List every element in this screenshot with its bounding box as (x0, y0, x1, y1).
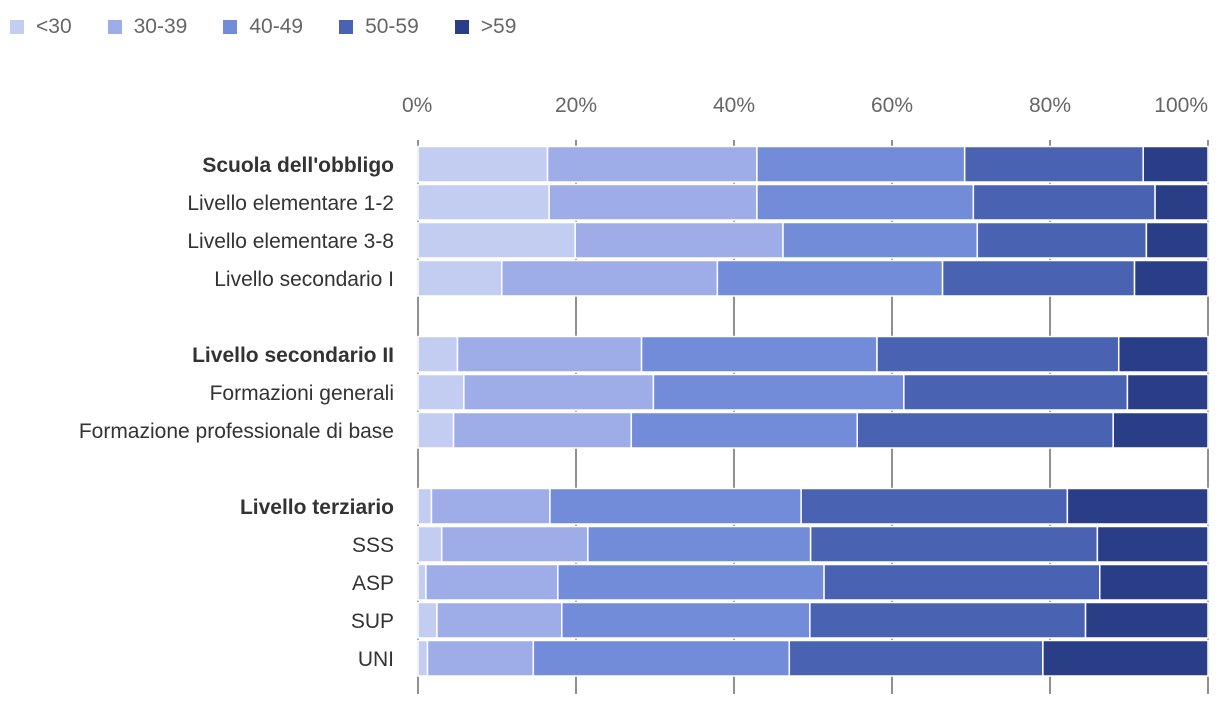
legend-item: 50-59 (339, 15, 419, 39)
category-label: UNI (358, 648, 394, 671)
bar-segment (440, 525, 589, 563)
bar-segment (417, 601, 438, 639)
bar-segment (823, 563, 1101, 601)
bar-segment (500, 259, 719, 297)
bar-segment (941, 259, 1136, 297)
bar-segment (809, 601, 1087, 639)
legend-swatch (107, 20, 122, 34)
bar-segment (417, 145, 549, 183)
bar-segment (809, 525, 1099, 563)
bar-segment (1042, 639, 1209, 677)
bar-segment (1066, 487, 1209, 525)
category-label: Formazioni generali (210, 382, 394, 405)
bar-segment (1099, 563, 1209, 601)
x-tick-label: 60% (871, 94, 913, 117)
bar-segment (716, 259, 944, 297)
bar-segment (756, 183, 975, 221)
bar-segment (800, 487, 1069, 525)
legend-label: 40-49 (249, 15, 304, 38)
bar-segment (652, 373, 905, 411)
bar-segment (417, 525, 443, 563)
bar-segment (417, 221, 576, 259)
bar-segment (756, 145, 966, 183)
legend: <30 30-39 40-49 50-59 >59 (10, 12, 552, 42)
x-tick-label: 20% (555, 94, 597, 117)
bar-segment (1117, 335, 1209, 373)
legend-label: 50-59 (365, 15, 419, 38)
group-label: Livello secondario II (192, 344, 394, 367)
bar-segment (548, 183, 758, 221)
bar-segment (1112, 411, 1209, 449)
bar-segment (782, 221, 979, 259)
bar-segment (876, 335, 1120, 373)
group-label: Livello terziario (240, 496, 394, 519)
legend-label: 30-39 (133, 15, 188, 38)
legend-item: 40-49 (223, 15, 303, 39)
bar-segment (436, 601, 563, 639)
bar-segment (417, 563, 427, 601)
bar-segment (417, 487, 433, 525)
x-tick-label: 40% (713, 94, 755, 117)
bar-segment (963, 145, 1144, 183)
bar-segment (532, 639, 791, 677)
category-label: Livello elementare 1-2 (187, 192, 394, 215)
bar-segment (546, 145, 758, 183)
category-label: SSS (352, 534, 394, 557)
legend-swatch (454, 20, 469, 34)
bar-segment (574, 221, 784, 259)
x-tick-label: 100% (1154, 94, 1208, 117)
bar-segment (630, 411, 858, 449)
category-label: Livello elementare 3-8 (187, 230, 394, 253)
legend-label: >59 (480, 15, 517, 38)
bar-segment (425, 563, 559, 601)
bar-segment (417, 639, 429, 677)
x-tick-label: 0% (402, 94, 432, 117)
bar-segment (903, 373, 1129, 411)
category-label: ASP (352, 572, 394, 595)
group-label: Scuola dell'obbligo (202, 154, 394, 177)
bar-segment (788, 639, 1044, 677)
legend-swatch (339, 20, 354, 34)
bar-segment (1133, 259, 1209, 297)
bar-segment (1142, 145, 1209, 183)
bar-segment (463, 373, 655, 411)
bar-segment (430, 487, 551, 525)
category-label: Formazione professionale di base (79, 420, 394, 443)
bar-segment (856, 411, 1114, 449)
bar-segment (417, 373, 465, 411)
bar-segment (417, 335, 459, 373)
bar-segment (557, 563, 825, 601)
bar-segment (587, 525, 812, 563)
legend-item: 30-39 (107, 15, 188, 39)
legend-label: <30 (36, 15, 72, 38)
x-tick-label: 80% (1029, 94, 1071, 117)
bar-segment (1084, 601, 1209, 639)
legend-swatch (10, 20, 24, 34)
legend-item: <30 (10, 15, 72, 39)
bar-segment (456, 335, 643, 373)
legend-swatch (223, 20, 238, 34)
category-label: Livello secondario I (214, 268, 394, 291)
bar-segment (417, 259, 503, 297)
bar-segment (549, 487, 802, 525)
bar-segment (426, 639, 535, 677)
bar-segment (417, 411, 455, 449)
bar-segment (1154, 183, 1209, 221)
bar-segment (561, 601, 811, 639)
category-label: SUP (351, 610, 394, 633)
bar-segment (640, 335, 878, 373)
bar-segment (972, 183, 1156, 221)
legend-item: >59 (454, 15, 517, 39)
bar-segment (1145, 221, 1209, 259)
bar-segment (417, 183, 550, 221)
bar-segment (976, 221, 1148, 259)
bar-segment (1096, 525, 1209, 563)
bar-segment (1126, 373, 1209, 411)
bar-segment (452, 411, 633, 449)
